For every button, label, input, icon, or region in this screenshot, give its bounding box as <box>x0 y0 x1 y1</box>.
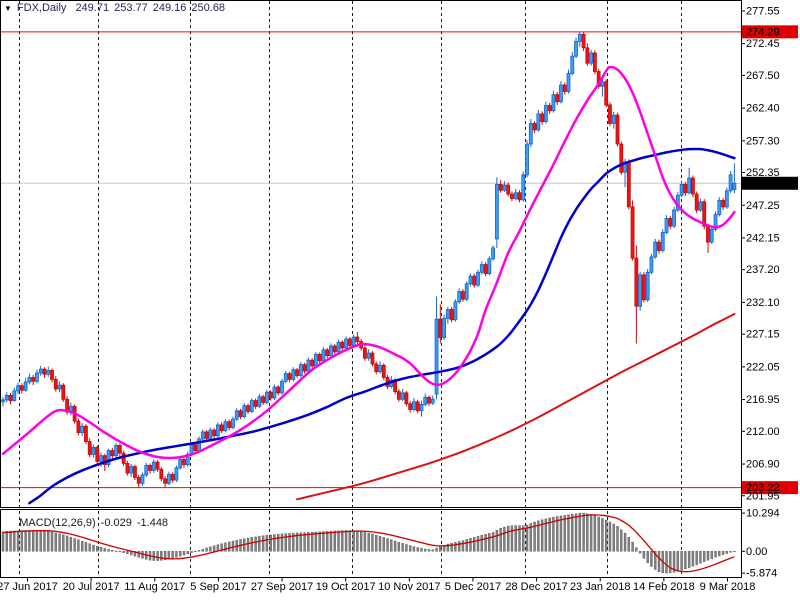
price-axis-label: 272.45 <box>746 38 780 50</box>
ohlc-high: 253.77 <box>114 2 148 14</box>
price-axis-label: 257.30 <box>746 135 780 147</box>
symbol-dropdown-icon[interactable]: ▼ <box>4 3 12 13</box>
horizontal-level-lines[interactable] <box>1 31 741 489</box>
time-axis-label: 9 Mar 2018 <box>700 581 756 593</box>
price-axis-label: 247.25 <box>746 200 780 212</box>
price-axis-label: 237.20 <box>746 264 780 276</box>
price-plate-label: 274.29 <box>746 26 780 38</box>
price-axis-label: 222.05 <box>746 361 780 373</box>
time-axis-label: 28 Dec 2017 <box>505 581 567 593</box>
ma-slow-red <box>296 312 736 501</box>
price-axis-label: 277.55 <box>746 5 780 17</box>
main-plot-area[interactable] <box>1 1 741 507</box>
macd-signal-line <box>2 514 735 573</box>
price-axis-label: 232.10 <box>746 297 780 309</box>
time-axis-label: 14 Feb 2018 <box>633 581 695 593</box>
ma-fast-magenta <box>1 65 736 460</box>
time-axis-label: 27 Jun 2017 <box>0 581 58 593</box>
time-axis-label: 10 Nov 2017 <box>378 581 440 593</box>
main-panel-frame <box>0 0 742 508</box>
macd-panel-frame <box>0 509 742 578</box>
price-axis-label: 242.15 <box>746 232 780 244</box>
price-axis-label: 206.90 <box>746 459 780 471</box>
macd-axis-label: 0.00 <box>746 546 767 558</box>
time-axis-label: 19 Oct 2017 <box>316 581 376 593</box>
price-plate-203.22 <box>742 481 798 495</box>
indicator-signal-value: -1.448 <box>136 517 169 529</box>
ohlc-open: 249.71 <box>75 2 110 14</box>
time-axis-label: 5 Sep 2017 <box>190 581 246 593</box>
price-axis-label: 252.35 <box>746 167 780 179</box>
macd-axis-label: 10.294 <box>746 508 780 520</box>
price-plate-label: 203.22 <box>746 482 780 494</box>
time-axis[interactable]: 27 Jun 2017 20 Jul 2017 11 Aug 2017 5 Sep 2… <box>0 577 756 594</box>
price-axis-label: 201.95 <box>746 490 780 502</box>
price-axis-label: 262.40 <box>746 103 780 115</box>
price-axis-label: 227.15 <box>746 329 780 341</box>
price-axis-label: 212.00 <box>746 426 780 438</box>
price-axis-label: 267.50 <box>746 70 780 82</box>
macd-axis-label: -5.874 <box>746 568 777 580</box>
price-plate-label: 250.68 <box>746 178 780 190</box>
symbol-title: FDX,Daily <box>16 2 67 14</box>
time-axis-label: 23 Jan 2018 <box>570 581 631 593</box>
ohlc-close: 250.68 <box>191 2 226 14</box>
indicator-header: MACD(12,26,9) -0.029 -1.448 <box>7 505 173 541</box>
indicator-value: -0.029 <box>100 517 132 529</box>
price-plate-250.68 <box>742 176 798 190</box>
time-axis-label: 27 Sep 2017 <box>251 581 313 593</box>
time-axis-label: 5 Dec 2017 <box>445 581 501 593</box>
price-plate-274.29 <box>742 25 798 39</box>
macd-axis[interactable]: 10.294 0.00 -5.874 <box>741 508 780 580</box>
ma-mid-blue <box>28 147 736 505</box>
ohlc-low: 249.16 <box>152 2 187 14</box>
price-axis-label: 216.95 <box>746 394 780 406</box>
time-axis-label: 11 Aug 2017 <box>124 581 185 593</box>
symbol-header: ▼ FDX,Daily 249.71 253.77 249.16 250.68 <box>4 2 230 14</box>
time-axis-label: 20 Jul 2017 <box>63 581 120 593</box>
indicator-label: MACD(12,26,9) <box>19 517 96 529</box>
